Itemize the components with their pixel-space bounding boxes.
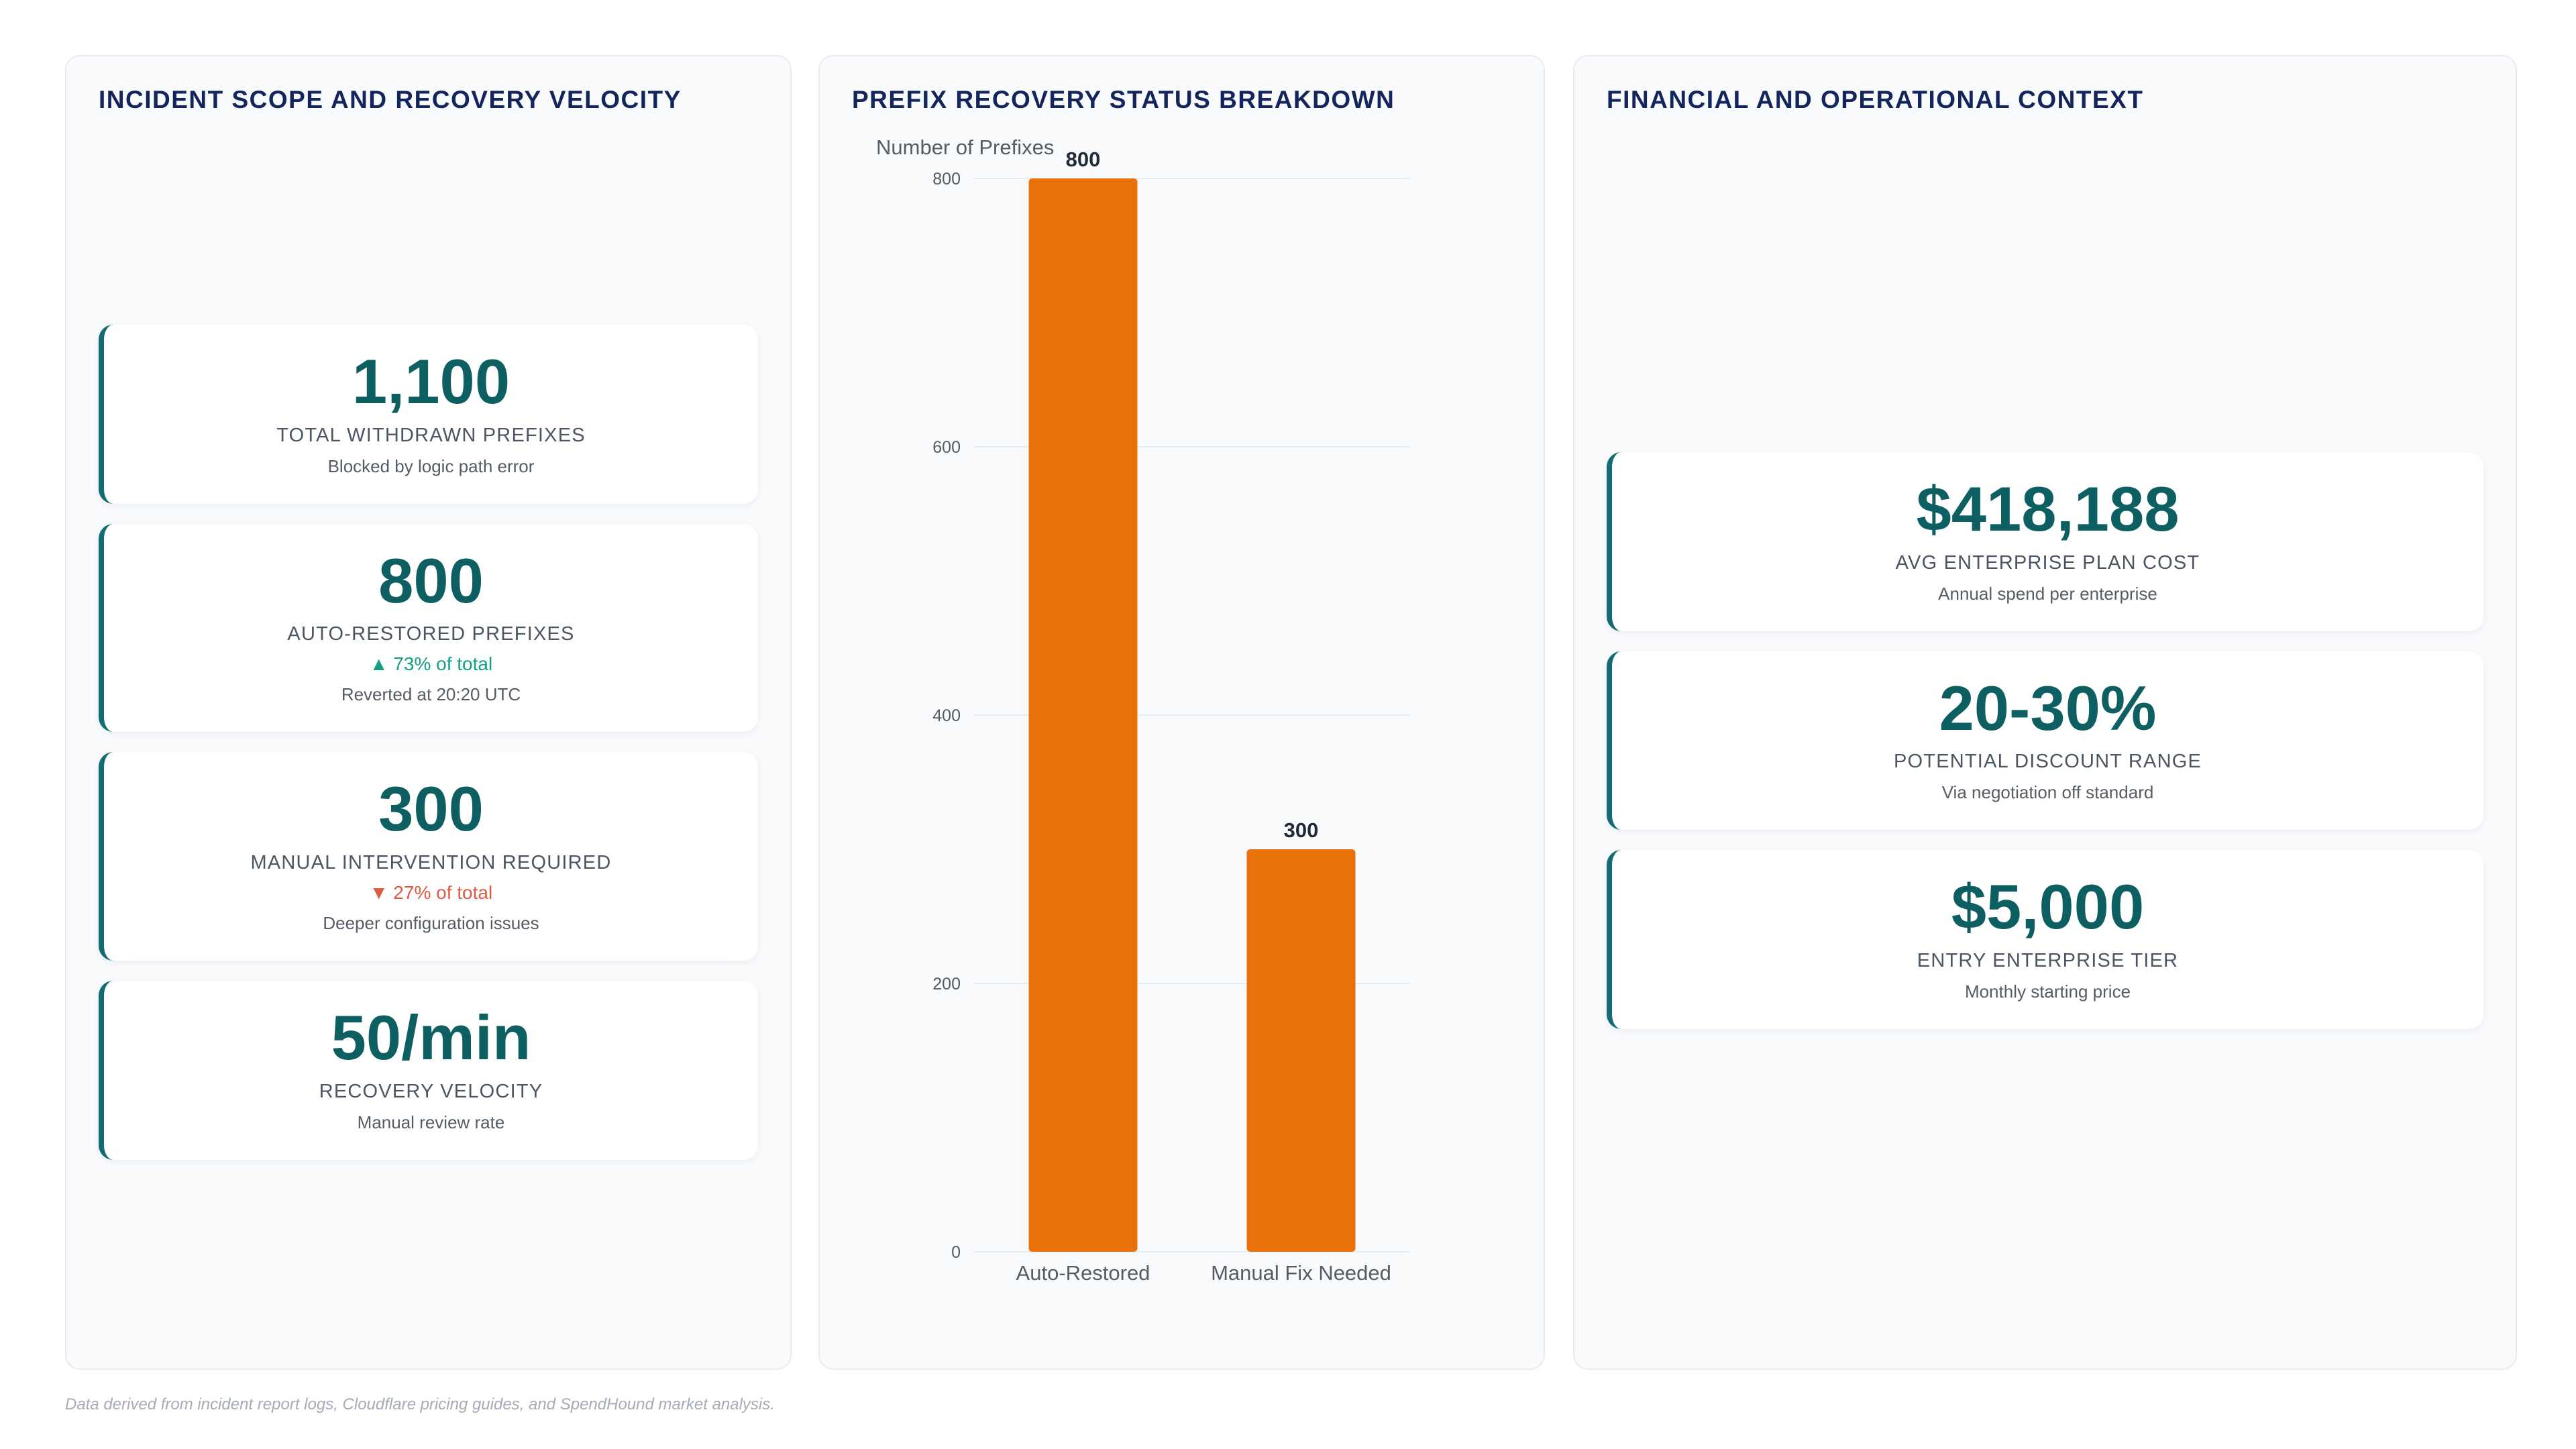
y-tick-label: 400: [932, 706, 961, 725]
y-tick-label: 200: [932, 975, 961, 994]
panel-title: FINANCIAL AND OPERATIONAL CONTEXT: [1607, 86, 2144, 113]
kpi-subtext: Via negotiation off standard: [1941, 782, 2154, 803]
panel-title: PREFIX RECOVERY STATUS BREAKDOWN: [852, 86, 1395, 113]
kpi-label: MANUAL INTERVENTION REQUIRED: [250, 852, 612, 874]
kpi-value: 50/min: [331, 1002, 531, 1073]
data-label-layer: 800 300: [1066, 148, 1319, 842]
kpi-value: 20-30%: [1939, 672, 2157, 743]
kpi-label: ENTRY ENTERPRISE TIER: [1917, 950, 2179, 972]
kpi-delta-down: ▼ 27% of total: [369, 882, 493, 904]
kpi-label: RECOVERY VELOCITY: [319, 1080, 543, 1102]
kpi-value: 300: [378, 773, 484, 845]
kpi-value: $5,000: [1951, 871, 2145, 943]
kpi-subtext: Blocked by logic path error: [327, 455, 535, 476]
y-tick-label: 0: [951, 1243, 961, 1262]
kpi-value: $418,188: [1916, 474, 2180, 544]
x-category-label: Manual Fix Needed: [1211, 1261, 1391, 1285]
kpi-label: TOTAL WITHDRAWN PREFIXES: [276, 424, 586, 446]
kpi-card-entry-tier: $5,000 ENTRY ENTERPRISE TIER Monthly sta…: [1607, 850, 2483, 1030]
prefix-recovery-chart-panel: PREFIX RECOVERY STATUS BREAKDOWN Number …: [818, 55, 1545, 1370]
data-label: 300: [1284, 818, 1319, 842]
bar-auto-restored: [1028, 178, 1138, 1252]
incident-scope-panel: INCIDENT SCOPE AND RECOVERY VELOCITY 1,1…: [65, 55, 792, 1370]
bar-manual-fix-needed: [1246, 849, 1356, 1252]
financial-context-panel: FINANCIAL AND OPERATIONAL CONTEXT $418,1…: [1573, 55, 2517, 1370]
footnote: Data derived from incident report logs, …: [65, 1395, 775, 1413]
kpi-delta-up: ▲ 73% of total: [369, 653, 493, 675]
kpi-stack: 1,100 TOTAL WITHDRAWN PREFIXES Blocked b…: [99, 325, 758, 1160]
panel-title: INCIDENT SCOPE AND RECOVERY VELOCITY: [99, 86, 682, 113]
kpi-stack: $418,188 AVG ENTERPRISE PLAN COST Annual…: [1607, 452, 2483, 1030]
kpi-subtext: Monthly starting price: [1964, 981, 2131, 1002]
y-tick-label: 800: [932, 170, 961, 189]
kpi-subtext: Manual review rate: [357, 1112, 505, 1132]
bar-layer: [1028, 178, 1356, 1252]
kpi-value: 800: [378, 545, 484, 616]
kpi-label: POTENTIAL DISCOUNT RANGE: [1893, 751, 2202, 773]
kpi-value: 1,100: [352, 346, 511, 417]
y-tick-labels: 0 200 400 600 800: [932, 170, 961, 1262]
kpi-subtext: Reverted at 20:20 UTC: [341, 684, 521, 705]
kpi-label: AVG ENTERPRISE PLAN COST: [1895, 551, 2200, 574]
kpi-card-avg-plan-cost: $418,188 AVG ENTERPRISE PLAN COST Annual…: [1607, 452, 2483, 631]
x-category-label: Auto-Restored: [1016, 1261, 1150, 1285]
kpi-subtext: Deeper configuration issues: [323, 913, 539, 934]
data-label: 800: [1066, 148, 1101, 171]
kpi-card-total-withdrawn: 1,100 TOTAL WITHDRAWN PREFIXES Blocked b…: [99, 325, 758, 504]
kpi-card-discount-range: 20-30% POTENTIAL DISCOUNT RANGE Via nego…: [1607, 651, 2483, 830]
y-axis-title: Number of Prefixes: [876, 136, 1054, 159]
kpi-label: AUTO-RESTORED PREFIXES: [287, 623, 575, 645]
kpi-card-auto-restored: 800 AUTO-RESTORED PREFIXES ▲ 73% of tota…: [99, 523, 758, 733]
kpi-card-recovery-velocity: 50/min RECOVERY VELOCITY Manual review r…: [99, 981, 758, 1160]
x-category-labels: Auto-Restored Manual Fix Needed: [1016, 1261, 1391, 1285]
y-tick-label: 600: [932, 438, 961, 457]
kpi-card-manual-intervention: 300 MANUAL INTERVENTION REQUIRED ▼ 27% o…: [99, 752, 758, 961]
kpi-subtext: Annual spend per enterprise: [1938, 583, 2157, 604]
